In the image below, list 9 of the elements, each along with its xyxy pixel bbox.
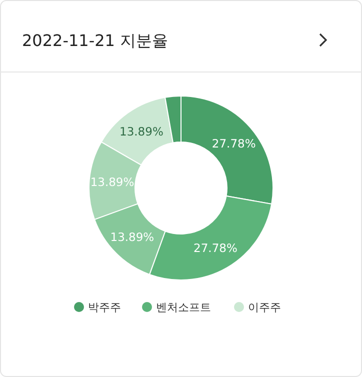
legend-label: 박주주 — [88, 301, 121, 314]
data-label: 13.89% — [90, 174, 134, 189]
data-label: 13.89% — [110, 230, 154, 244]
data-label: 13.89% — [120, 124, 164, 138]
data-label: 27.78% — [212, 136, 256, 151]
data-label: 27.78% — [194, 240, 238, 255]
chart-title: 2022-11-21 지분율 — [22, 31, 168, 50]
legend-label: 이주주 — [248, 301, 281, 314]
legend-label: 벤처소프트 — [156, 301, 211, 314]
